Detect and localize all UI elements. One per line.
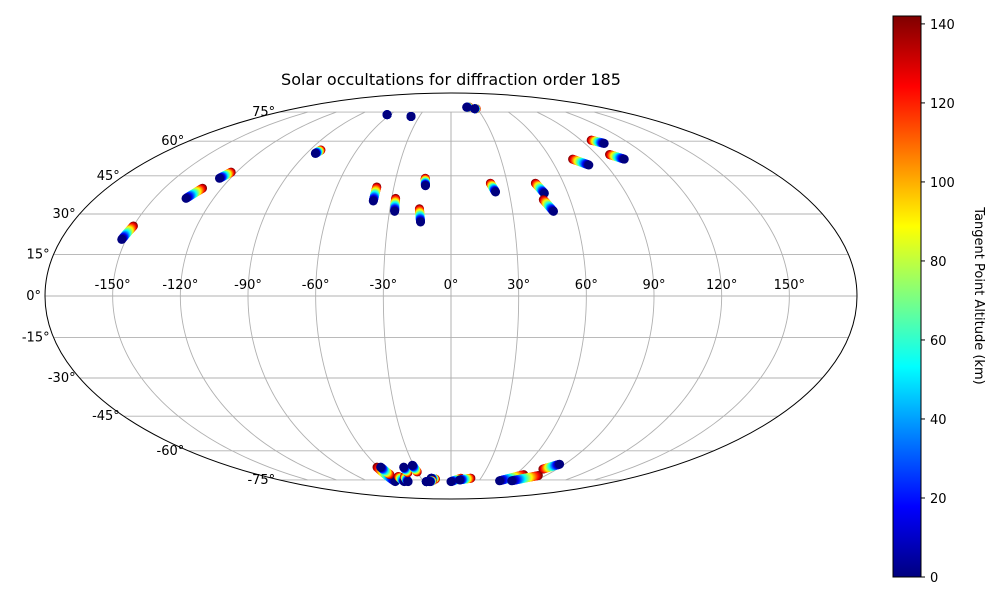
occultation-track bbox=[455, 473, 476, 485]
longitude-label: -120° bbox=[162, 278, 198, 293]
occultation-track bbox=[414, 204, 426, 227]
latitude-label: -15° bbox=[22, 331, 50, 346]
data-point bbox=[181, 193, 191, 203]
colorbar-label: Tangent Point Altitude (km) bbox=[971, 206, 986, 384]
longitude-tick-labels: -150° -120° -90° -60° -30° 0° 30° 60° 90° 120° 150… bbox=[95, 278, 805, 293]
longitude-label: 60° bbox=[575, 278, 598, 293]
latitude-label: 15° bbox=[27, 247, 50, 262]
data-point bbox=[446, 477, 456, 487]
colorbar-tick-label: 140 bbox=[930, 18, 955, 33]
data-point bbox=[495, 476, 505, 486]
colorbar-ticks: 0 20 40 60 80 100 120 140 bbox=[921, 18, 955, 586]
occultation-track bbox=[214, 167, 236, 183]
latitude-label: 45° bbox=[97, 169, 120, 184]
occultation-track bbox=[382, 110, 392, 120]
longitude-label: -90° bbox=[234, 278, 262, 293]
colorbar: 0 20 40 60 80 100 120 140 Tangent Point Altitud… bbox=[892, 15, 986, 586]
longitude-label: 0° bbox=[444, 278, 459, 293]
longitude-label: 30° bbox=[507, 278, 530, 293]
data-point bbox=[403, 477, 413, 487]
data-point bbox=[376, 462, 386, 472]
data-point bbox=[420, 181, 430, 191]
colorbar-tick-label: 40 bbox=[930, 413, 947, 428]
data-point bbox=[406, 111, 416, 121]
data-point bbox=[407, 460, 417, 470]
latitude-tick-labels: 75° 60° 45° 30° 15° 0° -15° -30° -45° -60° -75° bbox=[22, 105, 275, 488]
occultation-track bbox=[425, 476, 437, 487]
occultation-track bbox=[406, 111, 416, 121]
occultation-track bbox=[181, 183, 208, 203]
occultation-track bbox=[390, 193, 401, 216]
occultation-track bbox=[407, 460, 422, 477]
occultation-track bbox=[538, 195, 559, 216]
colorbar-tick-label: 120 bbox=[930, 97, 955, 112]
data-point bbox=[390, 206, 400, 216]
data-point bbox=[584, 160, 594, 170]
data-point bbox=[462, 102, 472, 112]
longitude-label: -30° bbox=[369, 278, 397, 293]
data-point bbox=[117, 234, 127, 244]
longitude-label: 150° bbox=[774, 278, 805, 293]
data-point bbox=[549, 206, 559, 216]
data-point bbox=[555, 459, 565, 469]
colorbar-tick-label: 0 bbox=[930, 571, 938, 586]
occultation-track bbox=[605, 150, 629, 164]
occultation-track bbox=[586, 135, 609, 148]
occultation-track bbox=[530, 178, 549, 198]
occultation-track bbox=[420, 173, 430, 191]
colorbar-tick-label: 80 bbox=[930, 255, 947, 270]
longitude-label: -150° bbox=[95, 278, 131, 293]
data-point bbox=[491, 187, 501, 197]
colorbar-tick-label: 20 bbox=[930, 492, 947, 507]
occultation-track bbox=[376, 462, 395, 480]
colorbar-tick-label: 100 bbox=[930, 176, 955, 191]
data-point bbox=[310, 148, 320, 158]
latitude-label: -60° bbox=[157, 444, 185, 459]
data-point bbox=[619, 154, 629, 164]
map-gridlines bbox=[45, 111, 857, 481]
latitude-label: -30° bbox=[48, 371, 76, 386]
latitude-label: -75° bbox=[247, 473, 275, 488]
occultation-track bbox=[538, 459, 565, 474]
chart-title: Solar occultations for diffraction order… bbox=[281, 70, 621, 89]
data-point bbox=[507, 476, 517, 486]
latitude-label: 0° bbox=[26, 289, 41, 304]
data-point bbox=[455, 475, 465, 485]
occultation-track bbox=[470, 104, 481, 114]
data-point bbox=[382, 110, 392, 120]
occultation-track bbox=[117, 221, 138, 244]
latitude-label: -45° bbox=[92, 409, 120, 424]
occultation-track bbox=[368, 182, 382, 206]
colorbar-scale bbox=[892, 15, 922, 578]
data-point bbox=[470, 104, 480, 114]
data-point bbox=[599, 138, 609, 148]
occultation-track bbox=[399, 462, 413, 478]
longitude-label: 120° bbox=[706, 278, 737, 293]
occultation-track bbox=[485, 178, 501, 197]
data-point bbox=[399, 462, 409, 472]
latitude-label: 30° bbox=[53, 207, 76, 222]
latitude-label: 75° bbox=[252, 105, 275, 120]
map-boundary bbox=[44, 92, 858, 500]
longitude-label: -60° bbox=[302, 278, 330, 293]
latitude-label: 60° bbox=[161, 134, 184, 149]
occultation-track bbox=[310, 145, 326, 158]
colorbar-tick-label: 60 bbox=[930, 334, 947, 349]
longitude-label: 90° bbox=[642, 278, 665, 293]
data-point bbox=[368, 196, 378, 206]
data-point bbox=[425, 477, 435, 487]
occultation-track bbox=[507, 471, 543, 486]
data-point bbox=[214, 173, 224, 183]
occultation-track bbox=[568, 154, 594, 170]
data-points bbox=[117, 102, 629, 487]
data-point bbox=[416, 217, 426, 227]
